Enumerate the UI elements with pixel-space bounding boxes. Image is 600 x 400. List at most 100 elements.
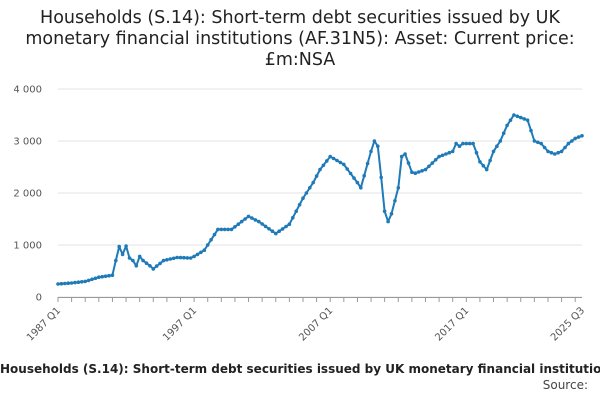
chart-title: Households (S.14): Short-term debt secur… <box>25 8 575 70</box>
data-point <box>182 255 186 260</box>
data-point <box>253 218 258 222</box>
data-point <box>314 174 319 178</box>
y-tick-label: 3 000 <box>13 137 42 148</box>
data-point <box>325 159 329 163</box>
data-point <box>386 219 390 224</box>
data-point <box>257 219 261 224</box>
data-point <box>90 277 94 282</box>
data-point <box>365 161 370 166</box>
data-point <box>345 167 350 171</box>
data-point <box>233 225 237 229</box>
data-point <box>308 186 312 190</box>
data-point <box>532 139 537 143</box>
data-point <box>566 141 571 146</box>
data-point <box>444 152 448 156</box>
series-layer <box>56 113 584 286</box>
data-point <box>420 169 424 173</box>
data-point <box>239 219 244 224</box>
data-point <box>542 145 547 150</box>
data-point <box>66 281 70 286</box>
y-tick-label: 2 000 <box>13 189 42 200</box>
data-point <box>399 154 404 159</box>
data-point <box>110 273 115 278</box>
data-point <box>117 244 121 249</box>
data-point <box>576 135 581 139</box>
data-point <box>559 149 564 154</box>
data-point <box>447 150 452 155</box>
data-point <box>430 161 435 165</box>
data-point <box>270 229 275 233</box>
data-point <box>274 231 278 236</box>
data-point <box>536 140 540 145</box>
data-point <box>202 248 207 252</box>
data-point <box>178 255 183 260</box>
data-point <box>331 156 336 161</box>
data-point <box>478 160 482 164</box>
data-point <box>287 222 292 226</box>
data-point <box>328 154 333 159</box>
data-point <box>63 281 67 286</box>
x-tick-label: 1997 Q1 <box>161 305 199 343</box>
data-point <box>382 209 387 213</box>
y-tick-label: 0 <box>36 293 42 304</box>
data-point <box>134 264 139 268</box>
data-point <box>491 149 496 154</box>
data-point <box>376 144 380 148</box>
data-point <box>457 144 462 148</box>
data-point <box>573 136 577 141</box>
data-point <box>304 191 309 195</box>
data-point <box>168 257 173 261</box>
data-point <box>396 186 401 190</box>
data-point <box>484 167 489 172</box>
data-point <box>355 180 360 185</box>
data-point <box>525 118 530 122</box>
data-point <box>570 139 574 143</box>
data-point <box>549 150 554 155</box>
data-point <box>56 282 60 286</box>
data-point <box>131 258 135 263</box>
data-point <box>508 118 513 122</box>
data-point <box>433 158 438 162</box>
data-point <box>481 163 486 168</box>
data-point <box>505 123 509 128</box>
data-point <box>199 250 203 255</box>
data-point <box>124 244 128 248</box>
data-point <box>553 152 557 156</box>
data-point <box>352 176 356 180</box>
data-point <box>148 264 152 268</box>
data-point <box>471 141 475 146</box>
data-point <box>498 139 503 143</box>
data-point <box>301 196 305 200</box>
data-point <box>393 199 397 203</box>
data-point <box>205 243 210 247</box>
data-point <box>335 158 339 163</box>
data-point <box>467 141 472 146</box>
data-point <box>413 171 418 175</box>
data-point <box>250 216 254 220</box>
data-point <box>359 186 363 190</box>
data-point <box>107 273 111 278</box>
data-point <box>410 170 414 174</box>
data-point <box>263 224 268 229</box>
data-point <box>318 167 322 172</box>
data-point <box>209 238 213 242</box>
x-tick-label: 2017 Q1 <box>433 305 471 343</box>
data-point <box>212 232 217 237</box>
data-point <box>311 180 316 185</box>
data-point <box>519 115 523 120</box>
data-point <box>416 170 421 174</box>
data-point <box>403 152 407 156</box>
data-point <box>97 275 101 280</box>
data-point <box>93 276 98 281</box>
data-point <box>379 175 384 180</box>
x-tick-label: 2007 Q1 <box>297 305 335 343</box>
data-point <box>158 261 162 266</box>
data-point <box>188 256 193 260</box>
data-point <box>423 167 428 172</box>
data-point <box>284 224 288 229</box>
data-point <box>546 149 550 154</box>
data-point <box>522 117 526 121</box>
data-point <box>556 150 560 155</box>
y-tick-label: 1 000 <box>13 241 42 252</box>
data-point <box>529 128 533 133</box>
